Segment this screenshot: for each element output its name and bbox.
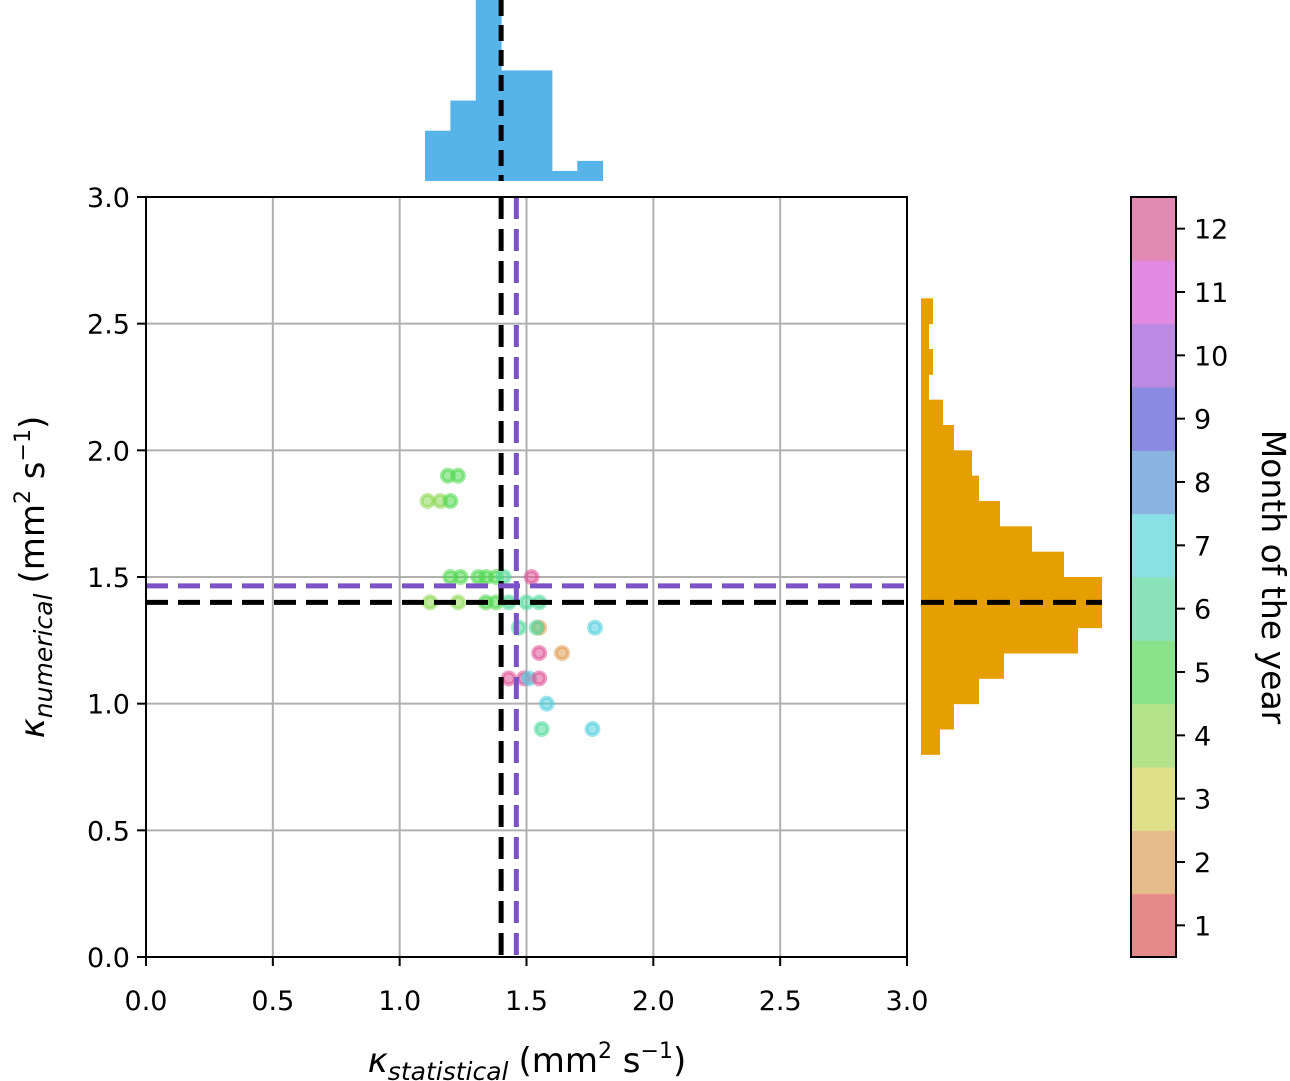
scatter-point [554, 645, 571, 661]
right-histogram-bar [921, 526, 1032, 553]
right-histogram-bar [921, 577, 1102, 603]
scatter-point [531, 670, 548, 687]
scatter-point [584, 721, 601, 737]
right-histogram-bar [921, 703, 954, 730]
x-tick-label: 0.0 [125, 986, 168, 1017]
colorbar-tick-label: 5 [1194, 658, 1211, 689]
right-histogram-bar [921, 501, 1000, 527]
axis-ticks: 0.0 0.5 1.0 1.5 2.0 2.5 3.0 0.0 0.5 1.0 1.5 2.0 2.5 3… [87, 183, 928, 1017]
colorbar-segment [1131, 893, 1176, 958]
colorbar-segment [1131, 767, 1176, 831]
x-tick-label: 0.5 [251, 986, 294, 1017]
colorbar-tick-label: 8 [1194, 468, 1211, 499]
colorbar-tick-label: 6 [1194, 595, 1211, 626]
x-tick-label: 3.0 [886, 986, 929, 1017]
colorbar-segment [1131, 387, 1176, 451]
top-histogram-bar [475, 0, 502, 181]
right-histogram-bar [921, 323, 929, 350]
colorbar-tick-label: 9 [1194, 405, 1211, 436]
scatter-point [442, 493, 459, 509]
colorbar-tick-label: 1 [1194, 911, 1211, 942]
colorbar-tick-label: 2 [1194, 848, 1211, 879]
y-tick-label: 2.5 [87, 310, 130, 341]
right-histogram-bar [921, 425, 954, 451]
y-axis-label: κnumerical(mm2 s−1) [11, 416, 58, 738]
scatter-point [533, 721, 550, 737]
scatter-point [528, 619, 545, 636]
colorbar-segment [1131, 450, 1176, 515]
scatter-point [531, 645, 548, 661]
top-histogram-bar [526, 70, 553, 181]
scatter-point [586, 619, 603, 636]
right-histogram-bar [921, 399, 943, 426]
right-histogram-bar [921, 653, 1004, 679]
scatter-point [523, 569, 540, 585]
x-axis-label: κstatistical (mm2 s−1) [368, 1039, 686, 1081]
x-tick-label: 1.0 [378, 986, 421, 1017]
colorbar-segment [1131, 513, 1176, 578]
colorbar-segment [1131, 577, 1176, 641]
colorbar-segment [1131, 640, 1176, 705]
right-histogram-bar [921, 374, 929, 401]
top-histogram-bar [450, 100, 477, 181]
colorbar-tick-label: 3 [1194, 785, 1211, 816]
y-tick-label: 2.0 [87, 436, 130, 467]
colorbar-tick-label: 4 [1194, 721, 1211, 752]
colorbar-segment [1131, 197, 1176, 261]
colorbar-tick-label: 7 [1194, 531, 1211, 562]
top-histogram-bar [425, 130, 451, 181]
x-tick-label: 2.0 [632, 986, 675, 1017]
right-histogram-bar [921, 627, 1078, 654]
colorbar-tick-label: 11 [1194, 278, 1228, 309]
y-tick-label: 3.0 [87, 183, 130, 214]
right-histogram-bar [921, 678, 979, 705]
right-histogram-bar [921, 475, 979, 502]
scatter-point [538, 695, 555, 712]
x-tick-label: 2.5 [759, 986, 802, 1017]
marginal-histograms [425, 0, 1102, 755]
colorbar-frame [1130, 196, 1177, 958]
top-histogram-bar [501, 70, 527, 181]
right-histogram-bar [921, 729, 940, 755]
scatter-point [452, 569, 469, 585]
right-histogram-bar [921, 551, 1064, 578]
top-histogram-bar [577, 160, 604, 181]
scatter-point [500, 670, 517, 687]
y-tick-label: 0.5 [87, 816, 130, 847]
y-tick-label: 1.0 [87, 690, 130, 721]
colorbar-tick-label: 10 [1194, 341, 1228, 372]
colorbar-label: Month of the year [1254, 430, 1290, 725]
y-tick-label: 0.0 [87, 943, 130, 974]
colorbar-segment [1131, 260, 1176, 325]
colorbar-segment [1131, 830, 1176, 895]
right-histogram-bar [921, 349, 933, 375]
right-histogram-bar [921, 298, 933, 325]
colorbar-tick-label: 12 [1194, 215, 1228, 246]
right-histogram-bar [921, 602, 1102, 629]
y-tick-label: 1.5 [87, 563, 130, 594]
top-histogram-bar [551, 170, 578, 181]
colorbar-segment [1131, 323, 1176, 388]
scatter-point [495, 569, 512, 585]
colorbar-segment [1131, 703, 1176, 768]
scatter-point [419, 493, 436, 509]
x-tick-label: 1.5 [505, 986, 548, 1017]
right-histogram-bar [921, 450, 972, 477]
scatter-point [450, 467, 467, 484]
